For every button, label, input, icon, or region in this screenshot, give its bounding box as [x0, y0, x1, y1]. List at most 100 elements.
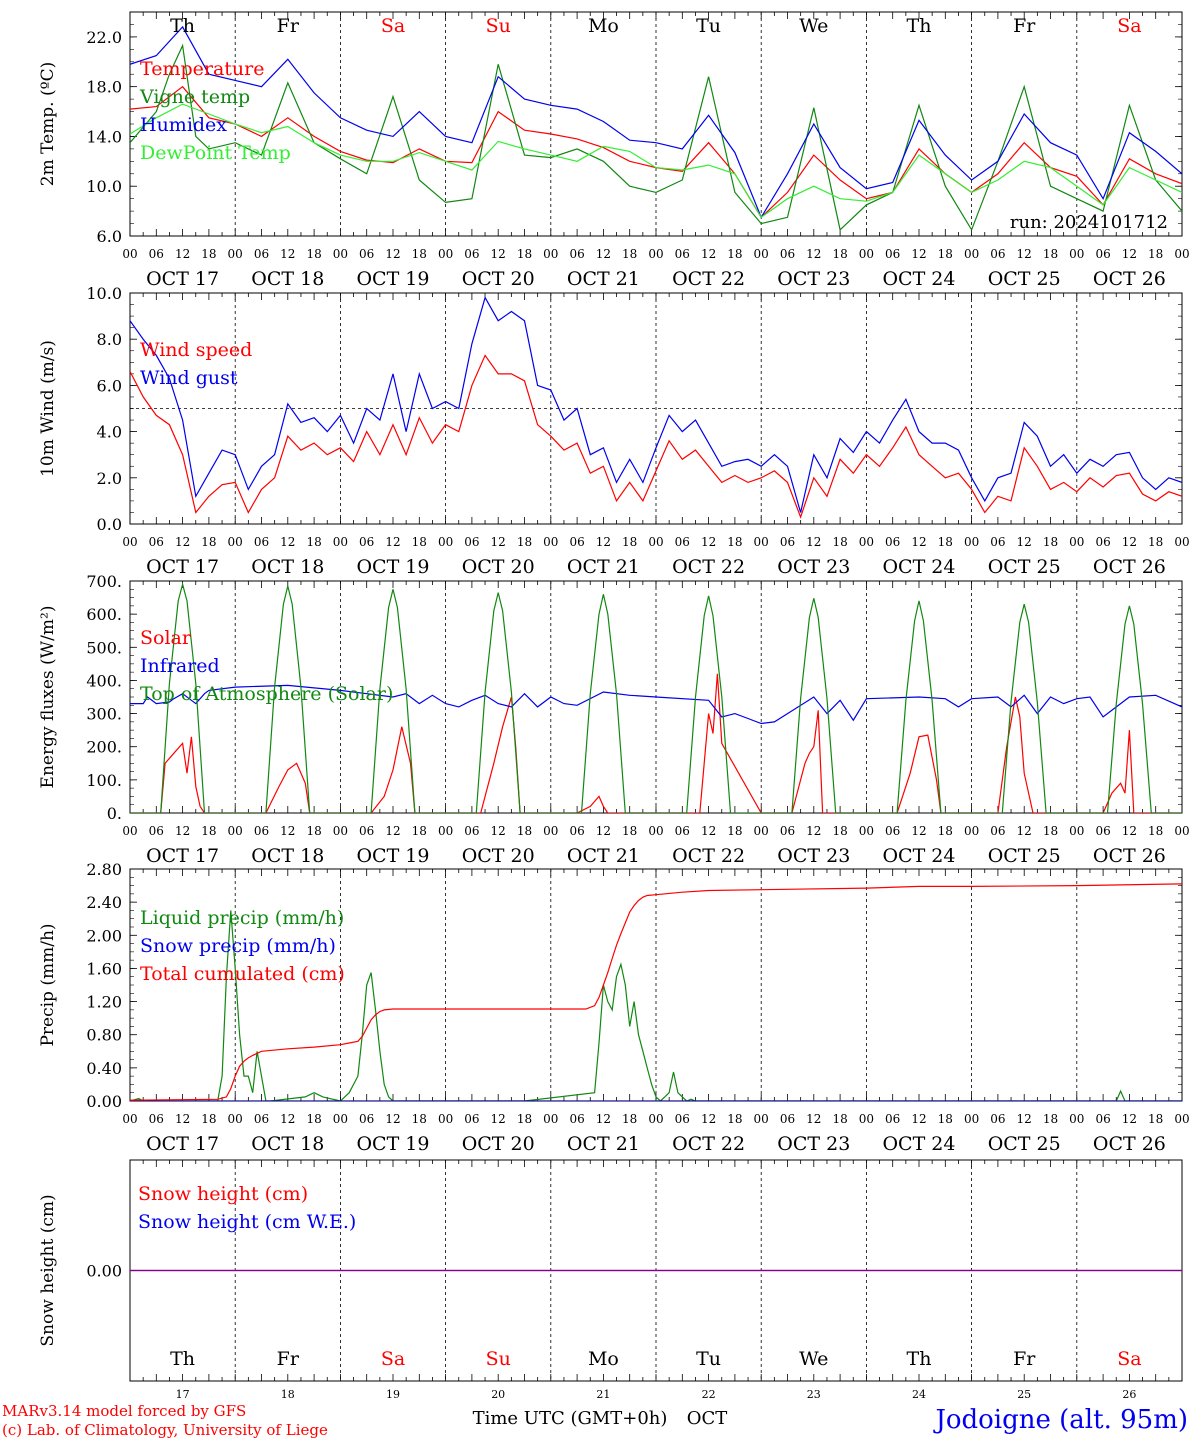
- date-label: OCT 21: [567, 1133, 640, 1155]
- date-label: OCT 20: [462, 556, 535, 578]
- day-number: 24: [912, 1388, 926, 1401]
- hour-tick-label: 00: [438, 1112, 453, 1126]
- hour-tick-label: 18: [517, 247, 532, 261]
- hour-tick-label: 00: [859, 247, 874, 261]
- y-tick-label: 600.: [86, 605, 122, 624]
- hour-tick-label: 18: [727, 824, 742, 838]
- hour-tick-label: 18: [412, 824, 427, 838]
- hour-tick-label: 06: [885, 247, 900, 261]
- date-label: OCT 24: [882, 268, 955, 290]
- hour-tick-label: 00: [333, 824, 348, 838]
- hour-tick-label: 12: [491, 1112, 506, 1126]
- panel-4: 0.00 0.40 0.80 1.20 1.60 2.00 2.40 2.80 Precip (…: [38, 860, 1190, 1155]
- date-label: OCT 23: [777, 268, 850, 290]
- weekday-label: Su: [486, 15, 511, 37]
- hour-tick-label: 06: [1095, 247, 1110, 261]
- hour-tick-label: 06: [569, 1112, 584, 1126]
- date-label: OCT 23: [777, 845, 850, 867]
- date-label: OCT 17: [146, 268, 219, 290]
- hour-tick-label: 06: [780, 535, 795, 549]
- hour-tick-label: 06: [149, 1112, 164, 1126]
- day-number: 22: [702, 1388, 716, 1401]
- date-label: OCT 17: [146, 556, 219, 578]
- y-tick-label: 0.80: [86, 1026, 122, 1045]
- hour-tick-label: 00: [438, 824, 453, 838]
- hour-tick-label: 12: [1017, 247, 1032, 261]
- hour-tick-label: 00: [1069, 1112, 1084, 1126]
- hour-tick-label: 18: [517, 535, 532, 549]
- date-label: OCT 19: [356, 845, 429, 867]
- hour-tick-label: 00: [754, 247, 769, 261]
- hour-tick-label: 00: [122, 1112, 137, 1126]
- weekday-label: Th: [907, 1348, 932, 1370]
- weekday-label: Th: [170, 1348, 195, 1370]
- hour-tick-label: 06: [464, 247, 479, 261]
- date-label: OCT 26: [1093, 1133, 1166, 1155]
- hour-tick-label: 18: [306, 824, 321, 838]
- legend-entry: Temperature: [140, 58, 264, 80]
- hour-tick-label: 12: [806, 247, 821, 261]
- hour-tick-label: 06: [1095, 1112, 1110, 1126]
- y-axis-label: Energy fluxes (W/m²): [38, 606, 58, 789]
- hour-tick-label: 12: [806, 824, 821, 838]
- date-label: OCT 21: [567, 845, 640, 867]
- legend-entry: Snow height (cm): [138, 1183, 308, 1205]
- hour-tick-label: 12: [280, 247, 295, 261]
- date-label: OCT 26: [1093, 556, 1166, 578]
- hour-tick-label: 12: [911, 247, 926, 261]
- date-label: OCT 26: [1093, 845, 1166, 867]
- hour-tick-label: 00: [122, 247, 137, 261]
- hour-tick-label: 00: [333, 1112, 348, 1126]
- date-label: OCT 17: [146, 845, 219, 867]
- hour-tick-label: 18: [727, 535, 742, 549]
- hour-tick-label: 06: [359, 1112, 374, 1126]
- hour-tick-label: 06: [780, 247, 795, 261]
- y-axis-label: 10m Wind (m/s): [38, 340, 58, 477]
- date-label: OCT 18: [251, 845, 324, 867]
- date-label: OCT 22: [672, 845, 745, 867]
- legend-entry: Snow height (cm W.E.): [138, 1211, 356, 1233]
- date-label: OCT 18: [251, 1133, 324, 1155]
- date-label: OCT 18: [251, 556, 324, 578]
- hour-tick-label: 18: [832, 1112, 847, 1126]
- hour-tick-label: 18: [1043, 247, 1058, 261]
- weekday-label: Tu: [696, 15, 721, 37]
- credit-line: (c) Lab. of Climatology, University of L…: [2, 1421, 328, 1439]
- y-tick-label: 4.0: [97, 423, 122, 442]
- hour-tick-label: 18: [1043, 535, 1058, 549]
- hour-tick-label: 00: [438, 535, 453, 549]
- hour-tick-label: 12: [596, 535, 611, 549]
- hour-tick-label: 12: [911, 535, 926, 549]
- hour-tick-label: 12: [385, 824, 400, 838]
- hour-tick-label: 12: [701, 247, 716, 261]
- weekday-label: Fr: [1013, 15, 1036, 37]
- hour-tick-label: 06: [464, 1112, 479, 1126]
- date-label: OCT 21: [567, 268, 640, 290]
- hour-tick-label: 12: [1122, 824, 1137, 838]
- series-line-wind-gust: [130, 296, 1182, 513]
- legend-entry: Solar: [140, 627, 192, 649]
- plot-frame: [129, 11, 1183, 237]
- hour-tick-label: 00: [122, 535, 137, 549]
- hour-tick-label: 18: [832, 824, 847, 838]
- weekday-label: Sa: [1117, 1348, 1141, 1370]
- hour-tick-label: 12: [280, 824, 295, 838]
- day-number: 25: [1017, 1388, 1031, 1401]
- hour-tick-label: 06: [885, 1112, 900, 1126]
- hour-tick-label: 06: [254, 247, 269, 261]
- hour-tick-label: 12: [385, 535, 400, 549]
- hour-tick-label: 06: [149, 535, 164, 549]
- hour-tick-label: 12: [701, 535, 716, 549]
- hour-tick-label: 06: [149, 824, 164, 838]
- hour-tick-label: 00: [228, 247, 243, 261]
- y-tick-label: 700.: [86, 572, 122, 591]
- hour-tick-label: 00: [964, 535, 979, 549]
- hour-tick-label: 12: [1122, 247, 1137, 261]
- hour-tick-label: 18: [306, 1112, 321, 1126]
- weekday-label: Sa: [381, 1348, 405, 1370]
- y-tick-label: 10.0: [86, 177, 122, 196]
- hour-tick-label: 00: [543, 535, 558, 549]
- weekday-label: Mo: [588, 1348, 619, 1370]
- hour-tick-label: 12: [175, 535, 190, 549]
